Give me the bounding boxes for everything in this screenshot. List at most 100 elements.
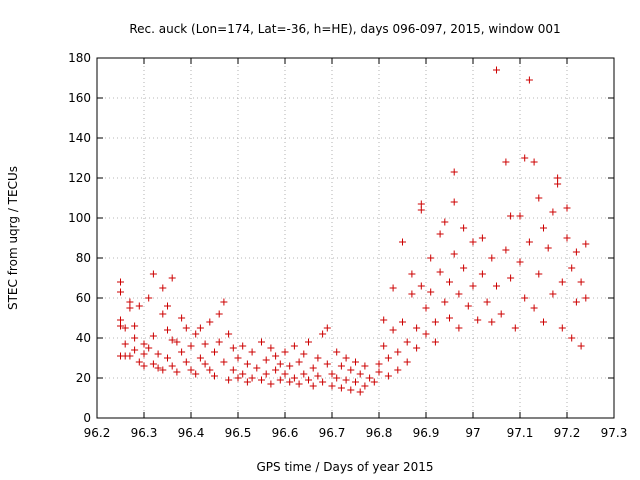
x-tick-label: 96.6 (272, 426, 299, 440)
data-point (295, 358, 303, 366)
data-point (530, 304, 538, 312)
data-point (178, 314, 186, 322)
data-point (333, 348, 341, 356)
y-tick-label: 180 (68, 51, 91, 65)
data-point (159, 284, 167, 292)
data-point (399, 238, 406, 246)
data-point (248, 348, 256, 356)
data-point (582, 294, 590, 302)
data-point (455, 324, 463, 332)
x-axis-label: GPS time / Days of year 2015 (256, 460, 433, 474)
data-point (215, 310, 223, 318)
data-point (196, 354, 204, 362)
data-point (187, 342, 195, 350)
data-point (427, 288, 435, 296)
data-point (413, 324, 421, 332)
data-point (478, 234, 486, 242)
x-tick-label: 97.3 (601, 426, 628, 440)
data-point (568, 264, 576, 272)
data-point (568, 334, 576, 342)
data-point (121, 340, 129, 348)
data-point (572, 298, 580, 306)
data-point (149, 270, 157, 278)
data-point (563, 234, 571, 242)
data-point (211, 372, 218, 380)
data-point (384, 372, 392, 380)
data-point (521, 154, 529, 162)
data-point (563, 204, 571, 212)
data-point (126, 304, 134, 312)
data-point (126, 352, 134, 360)
data-point (276, 376, 284, 384)
data-point (117, 316, 124, 324)
data-point (305, 338, 312, 346)
data-point (145, 344, 153, 352)
data-point (145, 294, 153, 302)
data-point (319, 330, 327, 338)
data-point (474, 316, 482, 324)
data-point (220, 298, 228, 306)
data-point (154, 350, 162, 358)
data-point (131, 346, 139, 354)
data-point (502, 158, 510, 166)
y-tick-label: 120 (68, 171, 91, 185)
data-point (549, 290, 557, 298)
data-point (441, 218, 449, 226)
data-point (544, 244, 552, 252)
data-point (582, 240, 590, 248)
data-point (483, 298, 491, 306)
data-point (173, 368, 181, 376)
data-point (535, 270, 543, 278)
data-point (384, 354, 392, 362)
data-point (201, 340, 209, 348)
data-point (488, 318, 496, 326)
data-point (389, 326, 397, 334)
data-point (164, 326, 171, 334)
data-point (417, 282, 425, 290)
data-point (554, 174, 562, 182)
y-tick-label: 80 (76, 251, 91, 265)
data-point (478, 270, 486, 278)
y-tick-label: 160 (68, 91, 91, 105)
data-point (507, 274, 515, 282)
data-point (206, 318, 214, 326)
data-point (239, 342, 247, 350)
data-point (577, 278, 585, 286)
x-tick-label: 96.7 (319, 426, 346, 440)
data-point (131, 322, 139, 330)
data-point (276, 360, 284, 368)
data-point (347, 386, 355, 394)
data-point (450, 168, 458, 176)
data-point (314, 372, 322, 380)
data-point (450, 198, 458, 206)
data-point (300, 370, 308, 378)
data-point (408, 270, 416, 278)
x-tick-label: 96.5 (225, 426, 252, 440)
data-point (258, 376, 265, 384)
data-point (234, 354, 242, 362)
data-point (286, 362, 294, 370)
data-point (342, 354, 350, 362)
data-point (182, 324, 190, 332)
data-point (572, 248, 580, 256)
data-point (352, 378, 359, 386)
data-point (229, 344, 237, 352)
data-point (422, 330, 430, 338)
data-point (337, 384, 345, 392)
data-point (460, 224, 468, 232)
data-point (239, 370, 247, 378)
data-point (243, 378, 251, 386)
data-point (366, 374, 374, 382)
data-point (403, 338, 411, 346)
data-point (131, 334, 139, 342)
data-point (450, 250, 458, 258)
data-point (403, 358, 411, 366)
data-point (493, 282, 500, 290)
data-point (460, 264, 468, 272)
data-point (168, 336, 176, 344)
y-tick-label: 140 (68, 131, 91, 145)
data-point (328, 370, 336, 378)
y-tick-label: 20 (76, 371, 91, 385)
